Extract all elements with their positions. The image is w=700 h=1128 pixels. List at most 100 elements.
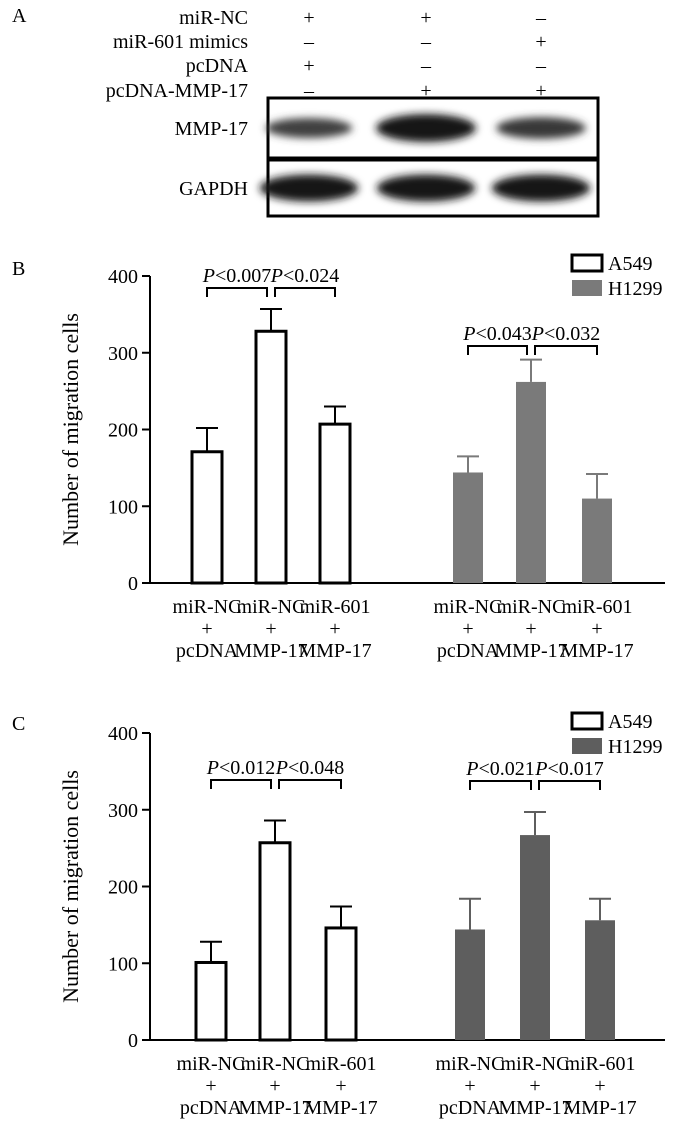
legend-label: A549: [608, 253, 652, 275]
condition-sign: +: [535, 80, 546, 102]
panel-label-a: A: [12, 5, 27, 27]
panel-label: C: [12, 713, 25, 735]
x-tick-label: miR-NC: [177, 1053, 246, 1075]
blot-band: [491, 174, 591, 202]
x-tick-label: miR-NC: [173, 596, 242, 618]
x-tick-label: MMP-17: [494, 640, 567, 662]
condition-sign: +: [303, 55, 314, 77]
blot-band: [376, 114, 476, 142]
x-tick-label: MMP-17: [563, 1097, 636, 1119]
bar: [258, 841, 292, 1042]
x-tick-label: miR-601: [561, 596, 632, 618]
bar: [453, 472, 483, 583]
x-tick-label: +: [462, 618, 473, 640]
condition-sign: –: [420, 31, 432, 53]
bar: [455, 929, 485, 1040]
condition-sign: –: [420, 55, 432, 77]
condition-label: pcDNA: [186, 55, 249, 77]
x-tick-label: +: [329, 618, 340, 640]
bar: [585, 920, 615, 1040]
legend-label: H1299: [608, 736, 662, 758]
x-tick-label: MMP-17: [560, 640, 633, 662]
x-tick-label: pcDNA: [439, 1097, 502, 1119]
x-tick-label: +: [464, 1075, 475, 1097]
panel-label: B: [12, 258, 25, 280]
x-tick-label: +: [335, 1075, 346, 1097]
bar: [190, 450, 224, 585]
bar: [324, 926, 358, 1042]
y-tick-label: 400: [108, 266, 138, 288]
blot-band: [265, 118, 353, 138]
p-value-label: P<0.043: [462, 323, 532, 345]
legend-swatch: [572, 738, 602, 754]
y-tick-label: 300: [108, 343, 138, 365]
significance-bracket: [210, 779, 272, 789]
blot-label: GAPDH: [179, 178, 248, 200]
significance-bracket: [467, 345, 528, 355]
x-tick-label: MMP-17: [498, 1097, 571, 1119]
significance-bracket: [274, 287, 336, 297]
x-tick-label: miR-NC: [497, 596, 566, 618]
x-tick-label: +: [529, 1075, 540, 1097]
x-tick-label: miR-601: [305, 1053, 376, 1075]
legend-label: A549: [608, 711, 652, 733]
p-value-label: P<0.007: [202, 265, 272, 287]
y-tick-label: 100: [108, 953, 138, 975]
p-value-label: P<0.021: [465, 758, 535, 780]
x-tick-label: +: [265, 618, 276, 640]
bar: [582, 498, 612, 583]
condition-label: pcDNA-MMP-17: [106, 80, 248, 102]
x-tick-label: MMP-17: [238, 1097, 311, 1119]
x-tick-label: MMP-17: [304, 1097, 377, 1119]
significance-bracket: [469, 780, 532, 790]
y-tick-label: 200: [108, 420, 138, 442]
blot-band: [496, 117, 586, 139]
x-tick-label: miR-NC: [434, 596, 503, 618]
x-tick-label: +: [525, 618, 536, 640]
blot-band: [259, 174, 359, 202]
x-tick-label: MMP-17: [298, 640, 371, 662]
x-tick-label: +: [205, 1075, 216, 1097]
x-tick-label: pcDNA: [180, 1097, 243, 1119]
y-tick-label: 0: [128, 573, 138, 595]
y-tick-label: 400: [108, 723, 138, 745]
condition-sign: –: [303, 31, 315, 53]
y-axis-label: Number of migration cells: [58, 313, 83, 546]
x-tick-label: pcDNA: [176, 640, 239, 662]
x-tick-label: miR-NC: [436, 1053, 505, 1075]
bar: [318, 422, 352, 585]
x-tick-label: pcDNA: [437, 640, 500, 662]
condition-sign: +: [535, 31, 546, 53]
condition-label: miR-601 mimics: [113, 31, 248, 53]
condition-label: miR-NC: [179, 7, 248, 29]
x-tick-label: +: [269, 1075, 280, 1097]
condition-sign: –: [535, 7, 547, 29]
x-tick-label: miR-601: [564, 1053, 635, 1075]
bar: [194, 960, 228, 1042]
significance-bracket: [278, 779, 342, 789]
legend-label: H1299: [608, 278, 662, 300]
bar: [516, 381, 546, 583]
blot-label: MMP-17: [175, 118, 248, 140]
blot-band: [376, 174, 476, 202]
bar: [254, 329, 288, 585]
p-value-label: P<0.032: [531, 323, 601, 345]
x-tick-label: miR-NC: [237, 596, 306, 618]
p-value-label: P<0.012: [206, 757, 276, 779]
p-value-label: P<0.048: [275, 757, 345, 779]
x-tick-label: +: [201, 618, 212, 640]
y-tick-label: 200: [108, 877, 138, 899]
y-tick-label: 100: [108, 496, 138, 518]
significance-bracket: [534, 345, 598, 355]
legend-swatch: [572, 280, 602, 296]
x-tick-label: miR-NC: [501, 1053, 570, 1075]
condition-sign: +: [303, 7, 314, 29]
x-tick-label: +: [591, 618, 602, 640]
panel-b-chart: B 0 100 200 300 400 Number of migration cells m…: [12, 253, 665, 662]
significance-bracket: [538, 780, 601, 790]
legend-swatch: [570, 253, 604, 273]
y-tick-label: 0: [128, 1030, 138, 1052]
p-value-label: P<0.017: [534, 758, 604, 780]
